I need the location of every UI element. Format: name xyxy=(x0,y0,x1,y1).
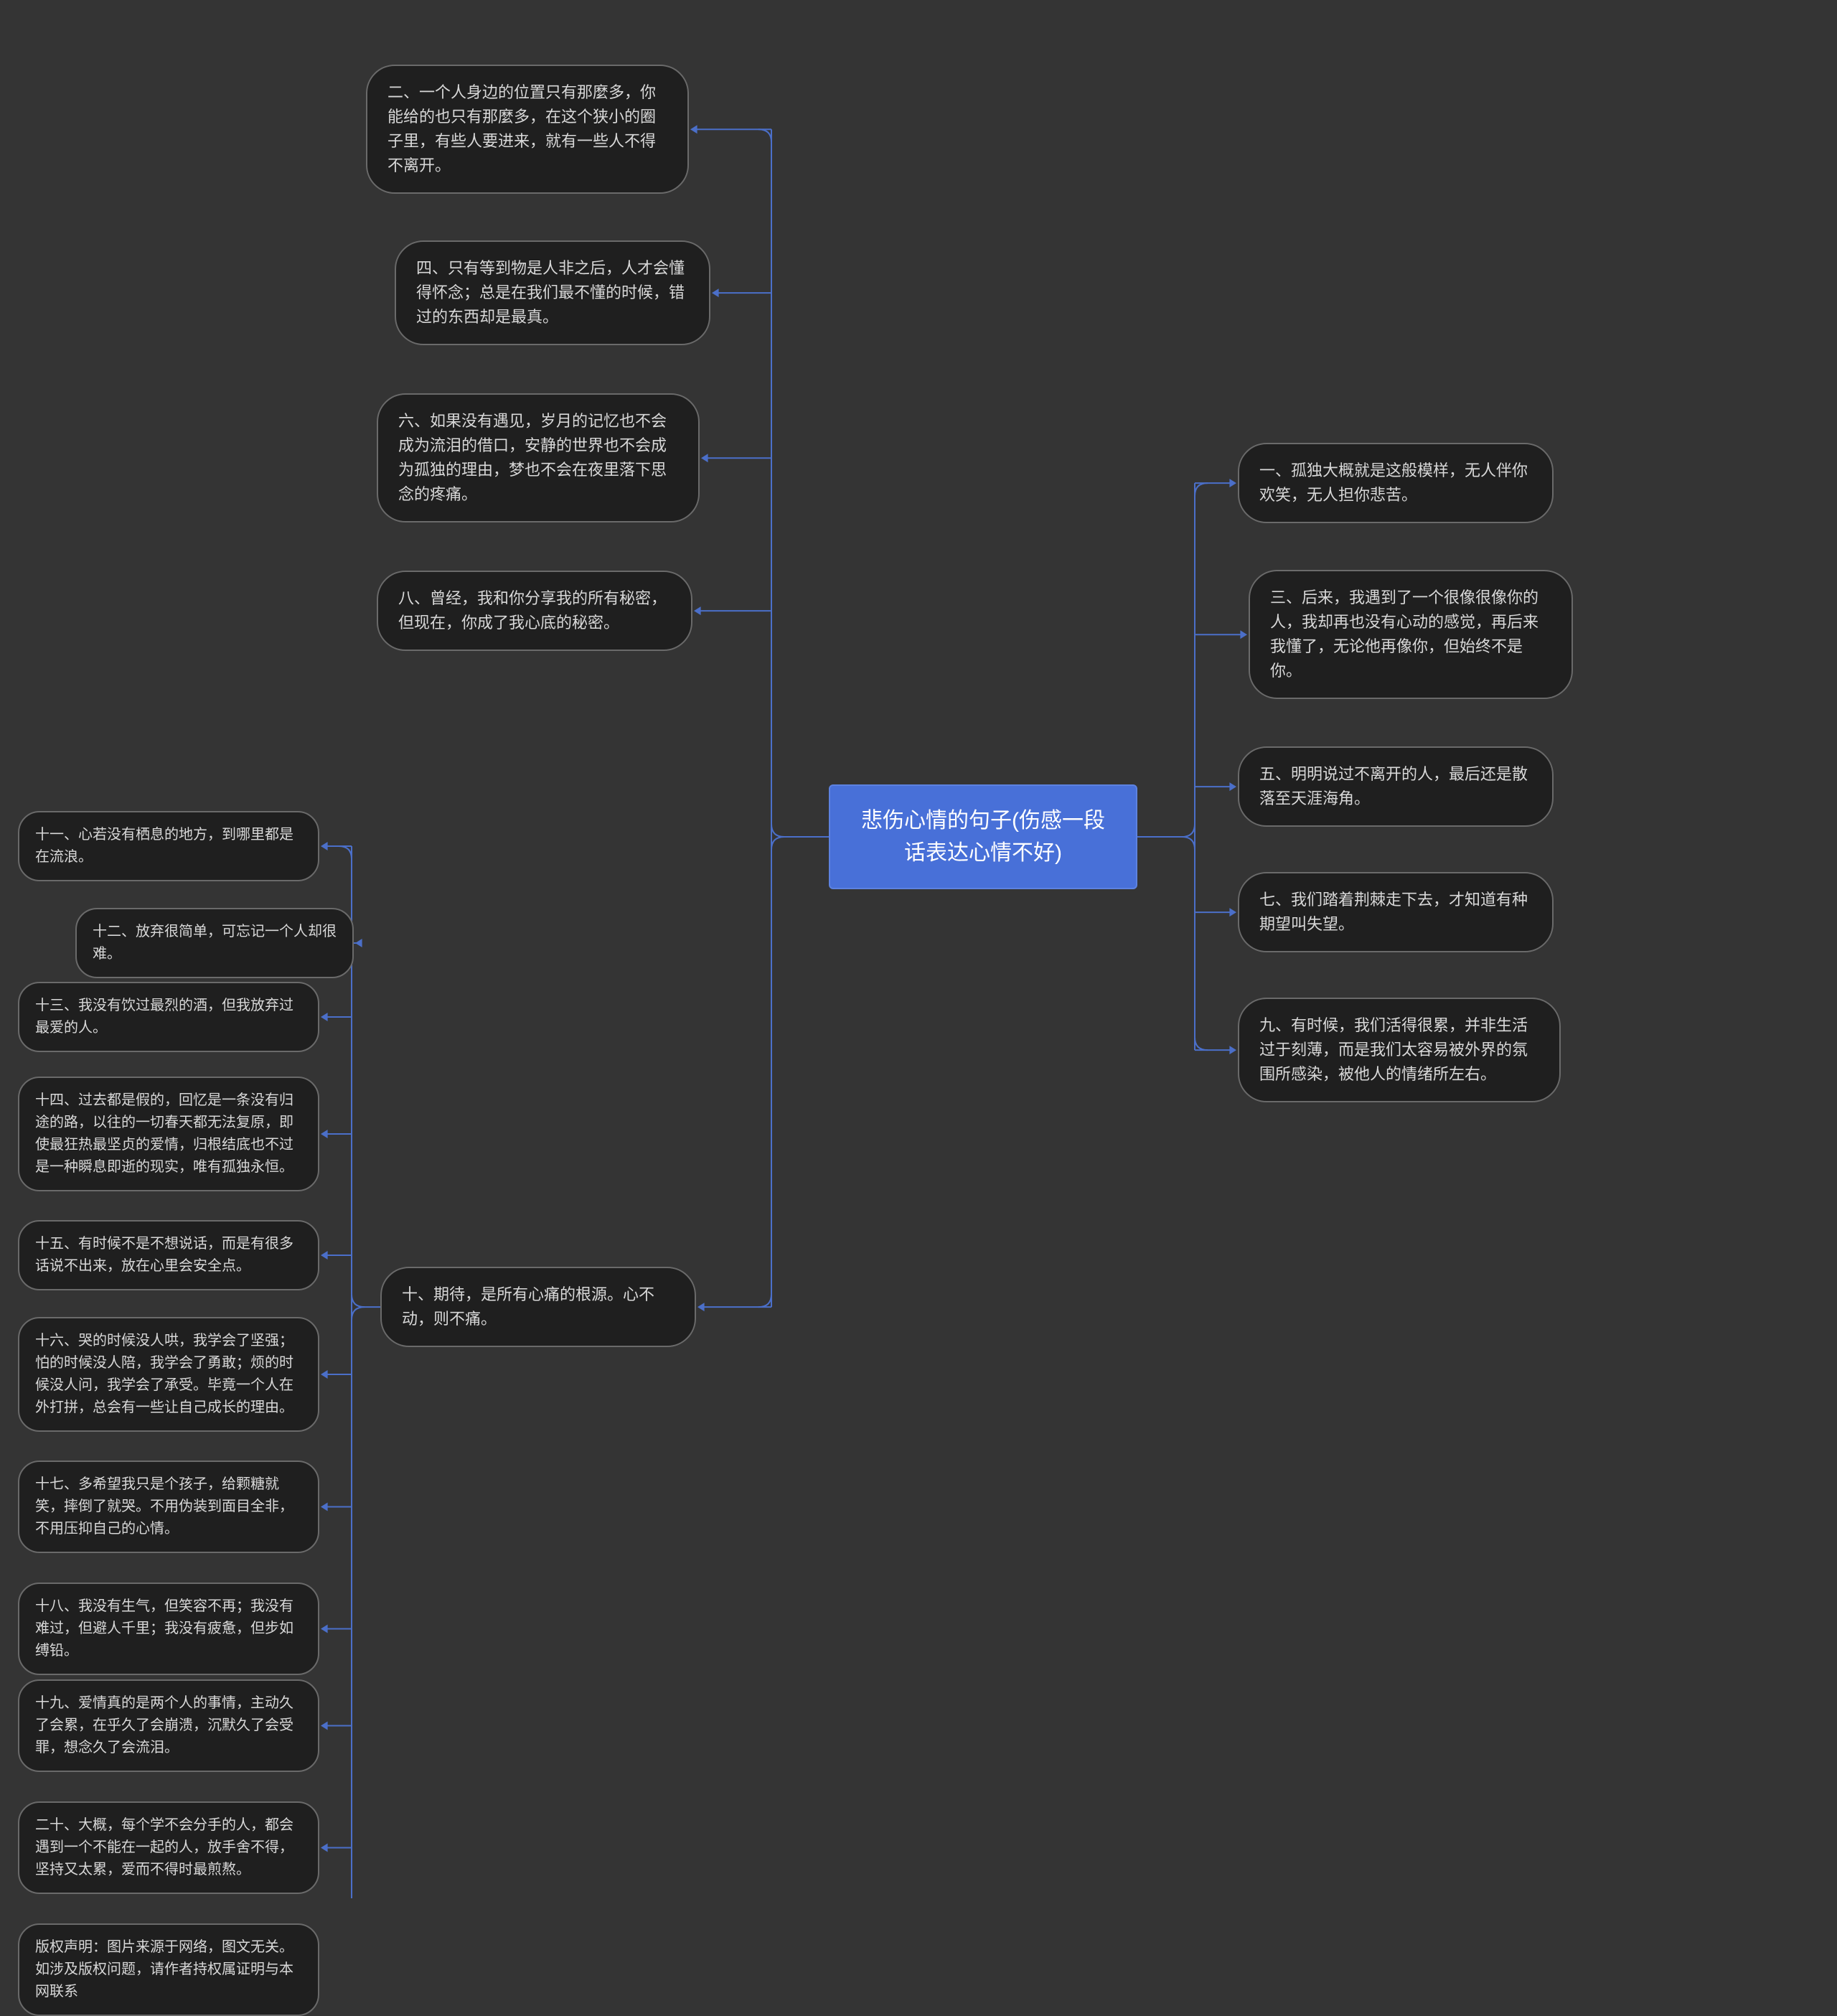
node-n10: 十、期待，是所有心痛的根源。心不动，则不痛。 xyxy=(380,1267,696,1347)
node-n19: 十九、爱情真的是两个人的事情，主动久了会累，在乎久了会崩溃，沉默久了会受罪，想念… xyxy=(18,1679,319,1772)
node-n11: 十一、心若没有栖息的地方，到哪里都是在流浪。 xyxy=(18,811,319,881)
node-n2: 二、一个人身边的位置只有那麼多，你能给的也只有那麼多，在这个狭小的圈子里，有些人… xyxy=(366,65,689,194)
node-n5: 五、明明说过不离开的人，最后还是散落至天涯海角。 xyxy=(1238,746,1554,827)
node-n12: 十二、放弃很简单，可忘记一个人却很难。 xyxy=(75,908,354,978)
node-n3: 三、后来，我遇到了一个很像很像你的人，我却再也没有心动的感觉，再后来我懂了，无论… xyxy=(1249,570,1573,699)
node-n14: 十四、过去都是假的，回忆是一条没有归途的路，以往的一切春天都无法复原，即使最狂热… xyxy=(18,1077,319,1191)
node-n6: 六、如果没有遇见，岁月的记忆也不会成为流泪的借口，安静的世界也不会成为孤独的理由… xyxy=(377,393,700,522)
node-n7: 七、我们踏着荆棘走下去，才知道有种期望叫失望。 xyxy=(1238,872,1554,952)
center-node: 悲伤心情的句子(伤感一段话表达心情不好) xyxy=(829,784,1137,889)
node-n17: 十七、多希望我只是个孩子，给颗糖就笑，摔倒了就哭。不用伪装到面目全非，不用压抑自… xyxy=(18,1461,319,1553)
node-n13: 十三、我没有饮过最烈的酒，但我放弃过最爱的人。 xyxy=(18,982,319,1052)
node-n8: 八、曾经，我和你分享我的所有秘密，但现在，你成了我心底的秘密。 xyxy=(377,571,692,651)
node-n21: 版权声明：图片来源于网络，图文无关。如涉及版权问题，请作者持权属证明与本网联系 xyxy=(18,1923,319,2016)
node-n15: 十五、有时候不是不想说话，而是有很多话说不出来，放在心里会安全点。 xyxy=(18,1220,319,1290)
node-n18: 十八、我没有生气，但笑容不再；我没有难过，但避人千里；我没有疲惫，但步如缚铅。 xyxy=(18,1583,319,1675)
node-n16: 十六、哭的时候没人哄，我学会了坚强；怕的时候没人陪，我学会了勇敢；烦的时候没人问… xyxy=(18,1317,319,1432)
node-n20: 二十、大概，每个学不会分手的人，都会遇到一个不能在一起的人，放手舍不得，坚持又太… xyxy=(18,1801,319,1894)
node-n9: 九、有时候，我们活得很累，并非生活过于刻薄，而是我们太容易被外界的氛围所感染，被… xyxy=(1238,998,1561,1102)
node-n1: 一、孤独大概就是这般模样，无人伴你欢笑，无人担你悲苦。 xyxy=(1238,443,1554,523)
node-n4: 四、只有等到物是人非之后，人才会懂得怀念；总是在我们最不懂的时候，错过的东西却是… xyxy=(395,240,710,345)
